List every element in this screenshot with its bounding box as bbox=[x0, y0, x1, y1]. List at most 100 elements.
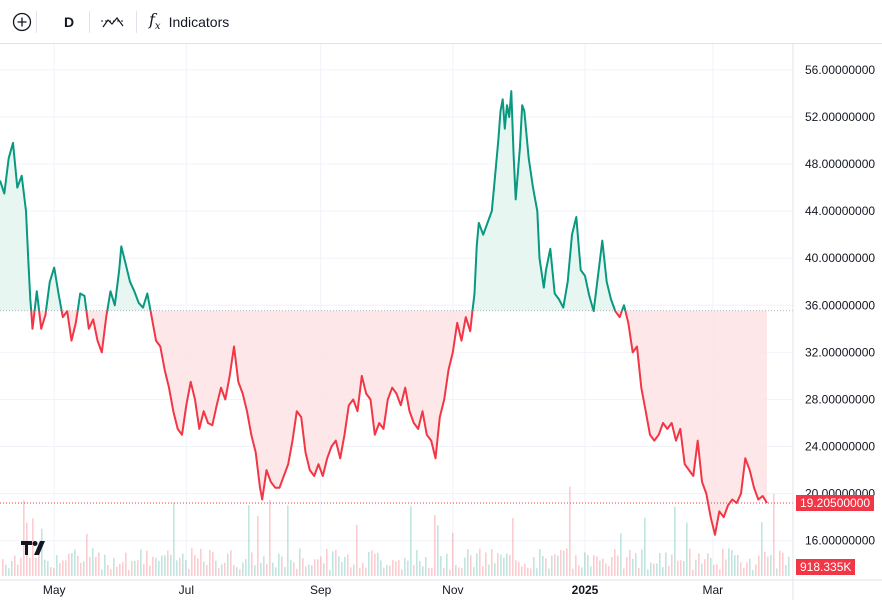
time-tick-label: Jul bbox=[179, 583, 194, 597]
volume-bar bbox=[335, 549, 337, 576]
volume-bar bbox=[23, 500, 25, 576]
last-price-badge: 19.20500000 bbox=[796, 494, 875, 511]
line-segment-down bbox=[30, 310, 36, 330]
price-chart[interactable]: 16.0000000020.0000000024.0000000028.0000… bbox=[0, 44, 882, 600]
volume-bar bbox=[599, 560, 601, 576]
volume-bar bbox=[584, 552, 586, 576]
volume-bar bbox=[110, 569, 112, 576]
indicators-button[interactable]: fx Indicators bbox=[141, 6, 237, 38]
volume-bar bbox=[614, 549, 616, 576]
volume-bar bbox=[191, 548, 193, 576]
volume-bar bbox=[677, 560, 679, 576]
volume-bar bbox=[608, 566, 610, 576]
volume-bar bbox=[293, 562, 295, 576]
volume-bar bbox=[494, 563, 496, 576]
volume-bar bbox=[131, 561, 133, 576]
volume-bar bbox=[173, 502, 175, 576]
volume-bar bbox=[629, 549, 631, 576]
volume-bar bbox=[176, 560, 178, 576]
volume-bar bbox=[770, 554, 772, 576]
volume-bar bbox=[701, 563, 703, 576]
volume-bar bbox=[299, 548, 301, 576]
interval-button[interactable]: D bbox=[63, 13, 75, 30]
volume-bar bbox=[536, 568, 538, 576]
volume-bar bbox=[164, 555, 166, 576]
volume-bar bbox=[542, 556, 544, 576]
volume-bar bbox=[737, 555, 739, 576]
volume-bar bbox=[263, 556, 265, 576]
volume-bar bbox=[410, 506, 412, 576]
volume-bar bbox=[548, 568, 550, 576]
volume-bar bbox=[725, 559, 727, 576]
volume-bar bbox=[581, 567, 583, 576]
tradingview-logo[interactable] bbox=[16, 534, 52, 562]
volume-bar bbox=[356, 524, 358, 576]
volume-bar bbox=[455, 565, 457, 576]
volume-bar bbox=[212, 551, 214, 576]
baseline-area bbox=[0, 91, 767, 535]
volume-bar bbox=[458, 567, 460, 576]
price-tick-label: 40.00000000 bbox=[805, 251, 875, 265]
volume-bar bbox=[278, 553, 280, 576]
volume-bar bbox=[314, 559, 316, 576]
price-tick-label: 24.00000000 bbox=[805, 440, 875, 454]
volume-bar bbox=[185, 560, 187, 576]
volume-bar bbox=[17, 564, 19, 576]
volume-bar bbox=[425, 557, 427, 576]
volume-bar bbox=[353, 564, 355, 576]
volume-bar bbox=[260, 562, 262, 576]
line-segment-down bbox=[85, 310, 109, 354]
volume-bar bbox=[647, 569, 649, 576]
volume-bar bbox=[200, 548, 202, 576]
volume-bar bbox=[197, 558, 199, 576]
volume-bar bbox=[572, 568, 574, 576]
volume-bar bbox=[683, 560, 685, 576]
volume-bar bbox=[101, 569, 103, 576]
volume-bar bbox=[152, 556, 154, 576]
volume-bar bbox=[512, 518, 514, 576]
price-tick-label: 56.00000000 bbox=[805, 63, 875, 77]
volume-bar bbox=[710, 558, 712, 576]
volume-bar bbox=[2, 559, 4, 576]
price-axis[interactable]: 16.0000000020.0000000024.0000000028.0000… bbox=[792, 44, 875, 600]
time-axis[interactable]: May Jul Sep Nov 2025 Mar bbox=[0, 579, 882, 597]
volume-bar bbox=[53, 568, 55, 576]
volume-bar bbox=[620, 533, 622, 576]
volume-bar bbox=[650, 562, 652, 576]
volume-bar bbox=[434, 515, 436, 576]
volume-bar bbox=[119, 563, 121, 576]
volume-bar bbox=[341, 561, 343, 576]
volume-bar bbox=[713, 564, 715, 576]
line-segment-down bbox=[614, 310, 623, 319]
volume-bar bbox=[473, 567, 475, 576]
plus-circle-icon[interactable] bbox=[8, 6, 36, 38]
time-tick-label: Nov bbox=[442, 583, 463, 597]
volume-bar bbox=[671, 554, 673, 576]
volume-bar bbox=[755, 564, 757, 576]
volume-bar bbox=[323, 563, 325, 576]
volume-bar bbox=[506, 553, 508, 576]
compare-icon[interactable] bbox=[96, 6, 130, 38]
volume-bar bbox=[350, 567, 352, 576]
volume-bar bbox=[320, 556, 322, 576]
volume-bar bbox=[377, 552, 379, 576]
volume-bar bbox=[716, 564, 718, 576]
volume-badge: 918.335K bbox=[796, 559, 856, 575]
volume-bar bbox=[275, 567, 277, 576]
volume-bar bbox=[488, 564, 490, 576]
volume-bar bbox=[686, 522, 688, 576]
volume-bar bbox=[782, 552, 784, 576]
price-tick-label: 52.00000000 bbox=[805, 110, 875, 124]
volume-bar bbox=[35, 557, 37, 576]
volume-bar bbox=[5, 564, 7, 576]
line-segment-up bbox=[592, 239, 617, 311]
volume-bar bbox=[116, 566, 118, 576]
volume-bar bbox=[248, 505, 250, 576]
volume-bar bbox=[563, 550, 565, 576]
volume-bar bbox=[362, 562, 364, 576]
volume-bar bbox=[416, 550, 418, 576]
volume-bar bbox=[653, 563, 655, 576]
line-segment-down bbox=[38, 310, 47, 330]
volume-bar bbox=[308, 564, 310, 576]
volume-bar bbox=[62, 560, 64, 576]
